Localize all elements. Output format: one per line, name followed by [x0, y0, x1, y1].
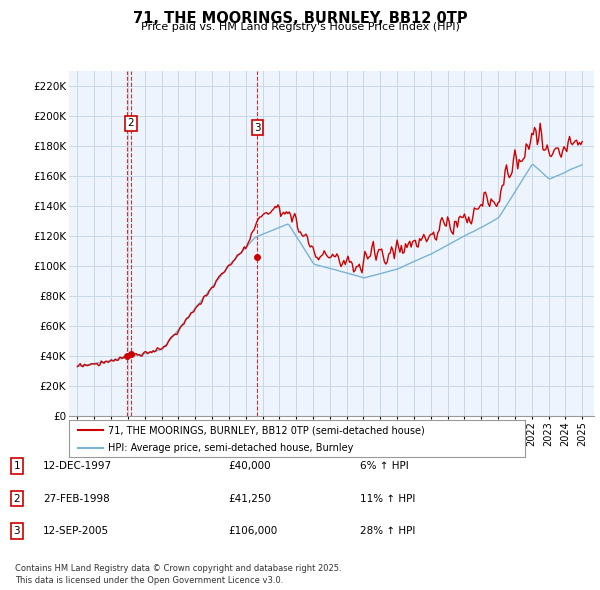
Text: 71, THE MOORINGS, BURNLEY, BB12 0TP: 71, THE MOORINGS, BURNLEY, BB12 0TP — [133, 11, 467, 25]
Text: 1: 1 — [13, 461, 20, 471]
Text: 11% ↑ HPI: 11% ↑ HPI — [360, 494, 415, 503]
Text: 3: 3 — [254, 123, 261, 133]
Text: 12-DEC-1997: 12-DEC-1997 — [43, 461, 112, 471]
Text: Contains HM Land Registry data © Crown copyright and database right 2025.
This d: Contains HM Land Registry data © Crown c… — [15, 565, 341, 585]
Text: 27-FEB-1998: 27-FEB-1998 — [43, 494, 110, 503]
Text: 2: 2 — [127, 119, 134, 128]
Text: £41,250: £41,250 — [228, 494, 271, 503]
Text: Price paid vs. HM Land Registry's House Price Index (HPI): Price paid vs. HM Land Registry's House … — [140, 22, 460, 32]
Text: 71, THE MOORINGS, BURNLEY, BB12 0TP (semi-detached house): 71, THE MOORINGS, BURNLEY, BB12 0TP (sem… — [108, 425, 425, 435]
Text: 12-SEP-2005: 12-SEP-2005 — [43, 526, 109, 536]
Text: 3: 3 — [13, 526, 20, 536]
Text: HPI: Average price, semi-detached house, Burnley: HPI: Average price, semi-detached house,… — [108, 443, 353, 453]
Text: 6% ↑ HPI: 6% ↑ HPI — [360, 461, 409, 471]
Text: 2: 2 — [13, 494, 20, 503]
Text: 28% ↑ HPI: 28% ↑ HPI — [360, 526, 415, 536]
Text: £40,000: £40,000 — [228, 461, 271, 471]
Text: £106,000: £106,000 — [228, 526, 277, 536]
